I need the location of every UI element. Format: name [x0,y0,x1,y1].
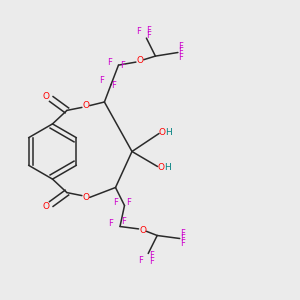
Text: O: O [158,128,166,136]
Text: O: O [82,193,90,202]
Text: O: O [139,226,146,235]
Text: F: F [180,234,185,243]
Text: F: F [126,198,130,207]
Text: F: F [180,239,185,248]
Text: F: F [149,251,154,260]
Text: F: F [146,26,151,35]
Text: F: F [120,61,124,70]
Text: O: O [43,92,50,101]
Text: F: F [100,76,104,85]
Text: F: F [109,219,113,228]
Text: F: F [178,53,183,62]
Text: F: F [178,42,183,51]
Text: F: F [136,27,141,36]
Text: O: O [43,202,50,211]
Text: O: O [157,164,164,172]
Text: H: H [164,164,170,172]
Text: F: F [180,229,185,238]
Text: F: F [149,257,154,266]
Text: F: F [146,31,151,40]
Text: F: F [121,218,126,226]
Text: O: O [82,101,90,110]
Text: F: F [178,47,183,56]
Text: F: F [112,81,116,90]
Text: O: O [136,56,144,65]
Text: F: F [107,58,112,67]
Text: F: F [113,198,118,207]
Text: F: F [139,256,143,265]
Text: H: H [165,128,172,136]
